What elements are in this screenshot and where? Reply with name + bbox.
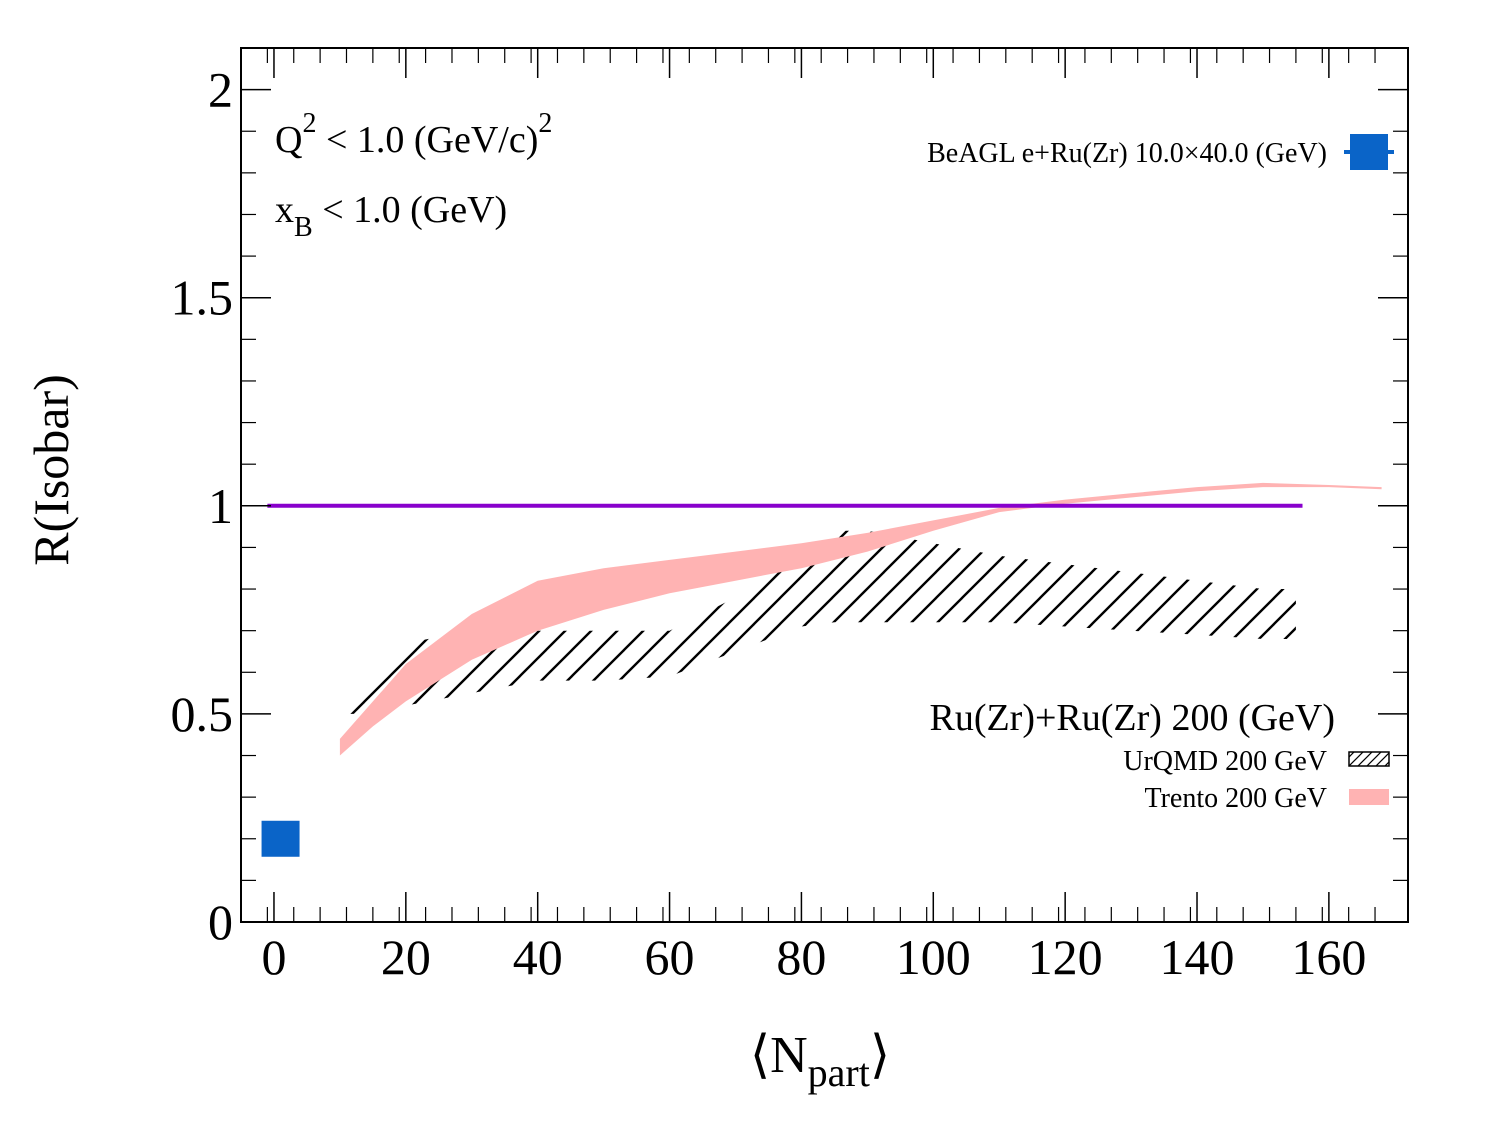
x-axis-title: ⟨Npart⟩: [750, 1027, 890, 1095]
legend-label-beagl: BeAGL e+Ru(Zr) 10.0×40.0 (GeV): [927, 138, 1327, 169]
y-tick-label: 0: [208, 894, 233, 950]
plot-frame: [240, 47, 1409, 923]
x-tick-label: 100: [896, 929, 971, 985]
annotation-q2-sup2: 2: [538, 108, 552, 139]
annotation-xb: xB < 1.0 (GeV): [275, 189, 507, 243]
y-axis-title: R(Isobar): [23, 374, 79, 566]
x-tick-label: 120: [1028, 929, 1103, 985]
x-tick-label: 60: [645, 929, 695, 985]
x-axis-title-close: ⟩: [870, 1027, 890, 1084]
axis-tick-labels: 0 20 40 60 80 100 120 140 160 0 0.5 1 1.5 2: [171, 62, 1367, 985]
x-tick-label: 80: [776, 929, 826, 985]
data-points: [261, 820, 300, 857]
annotation-q2: Q2 < 1.0 (GeV/c)2: [275, 108, 552, 161]
annotation-xb-rest: < 1.0 (GeV): [313, 189, 508, 231]
x-tick-label: 40: [513, 929, 563, 985]
x-tick-label: 160: [1291, 929, 1366, 985]
legend: BeAGL e+Ru(Zr) 10.0×40.0 (GeV) UrQMD 200…: [927, 134, 1394, 814]
legend-label-urqmd: UrQMD 200 GeV: [1123, 746, 1327, 777]
x-axis-title-sub: part: [808, 1050, 870, 1095]
legend-marker-trento: [1349, 789, 1389, 805]
y-tick-label: 0.5: [171, 686, 234, 742]
annotation-q2-sup1: 2: [302, 108, 316, 139]
annotation-system: Ru(Zr)+Ru(Zr) 200 (GeV): [929, 697, 1335, 739]
x-tick-label: 140: [1160, 929, 1235, 985]
data-bands: [339, 482, 1382, 756]
y-tick-label: 2: [208, 62, 233, 118]
x-axis-title-main: ⟨N: [750, 1027, 808, 1084]
annotation-q2-rest: < 1.0 (GeV/c): [316, 119, 538, 161]
axis-ticks: [240, 48, 1408, 923]
legend-label-trento: Trento 200 GeV: [1144, 783, 1327, 814]
annotation-xb-main: x: [275, 189, 294, 231]
annotation-q2-main: Q: [275, 119, 302, 161]
trento-band: [339, 482, 1382, 756]
x-tick-label: 20: [381, 929, 431, 985]
legend-marker-urqmd: [1348, 751, 1390, 767]
y-tick-label: 1: [208, 478, 233, 534]
urqmd-band: [339, 530, 1296, 714]
y-tick-label: 1.5: [171, 270, 234, 326]
x-tick-label: 0: [261, 929, 286, 985]
annotation-xb-sub: B: [294, 212, 313, 243]
beagl-data-point: [261, 820, 300, 857]
